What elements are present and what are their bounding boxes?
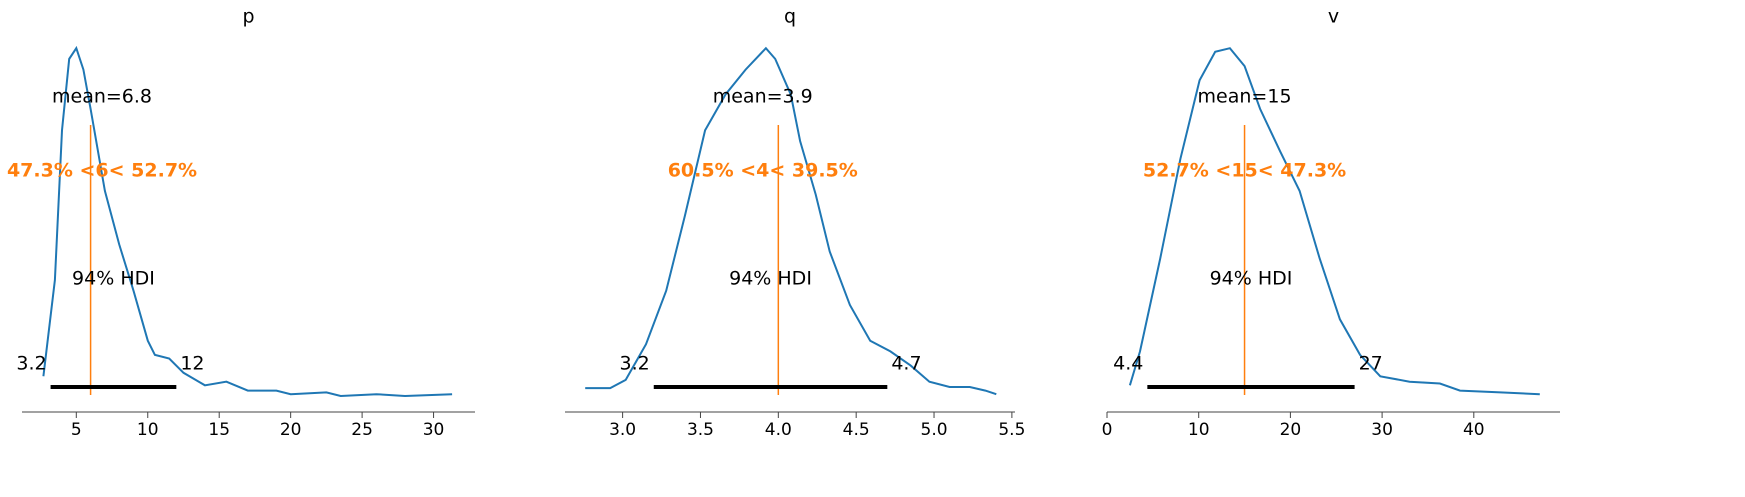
x-tick-label: 20 <box>280 420 302 440</box>
hdi-high-label: 4.7 <box>891 353 921 375</box>
x-tick-label: 25 <box>351 420 373 440</box>
x-tick-label: 20 <box>1280 420 1302 440</box>
x-tick-label: 0 <box>1102 420 1113 440</box>
x-tick-label: 30 <box>423 420 445 440</box>
density-curve <box>585 46 997 396</box>
panel-title: v <box>1328 6 1339 28</box>
x-tick-label: 5.0 <box>921 420 948 440</box>
x-tick-label: 15 <box>208 420 230 440</box>
x-tick-label: 5 <box>71 420 82 440</box>
x-tick-label: 3.5 <box>687 420 714 440</box>
panel-title: q <box>784 6 796 28</box>
hdi-label: 94% HDI <box>729 268 812 290</box>
panel-title: p <box>242 6 254 28</box>
reference-label: 60.5% <4< 39.5% <box>668 160 858 182</box>
x-tick-label: 4.0 <box>765 420 792 440</box>
hdi-high-label: 12 <box>180 353 204 375</box>
x-tick-label: 10 <box>137 420 159 440</box>
mean-label: mean=6.8 <box>52 86 152 108</box>
hdi-label: 94% HDI <box>1210 268 1293 290</box>
x-tick-label: 40 <box>1463 420 1485 440</box>
hdi-low-label: 4.4 <box>1113 353 1143 375</box>
x-tick-label: 3.0 <box>609 420 636 440</box>
x-tick-label: 10 <box>1188 420 1210 440</box>
hdi-label: 94% HDI <box>72 268 155 290</box>
hdi-low-label: 3.2 <box>16 353 46 375</box>
density-curve <box>42 45 453 398</box>
reference-label: 52.7% <15< 47.3% <box>1143 160 1346 182</box>
mean-label: mean=15 <box>1198 86 1292 108</box>
hdi-high-label: 27 <box>1359 353 1383 375</box>
hdi-low-label: 3.2 <box>620 353 650 375</box>
density-curve <box>1128 47 1540 396</box>
x-tick-label: 4.5 <box>843 420 870 440</box>
x-tick-label: 30 <box>1371 420 1393 440</box>
x-tick-label: 5.5 <box>998 420 1025 440</box>
reference-label: 47.3% <6< 52.7% <box>7 160 197 182</box>
mean-label: mean=3.9 <box>713 86 813 108</box>
